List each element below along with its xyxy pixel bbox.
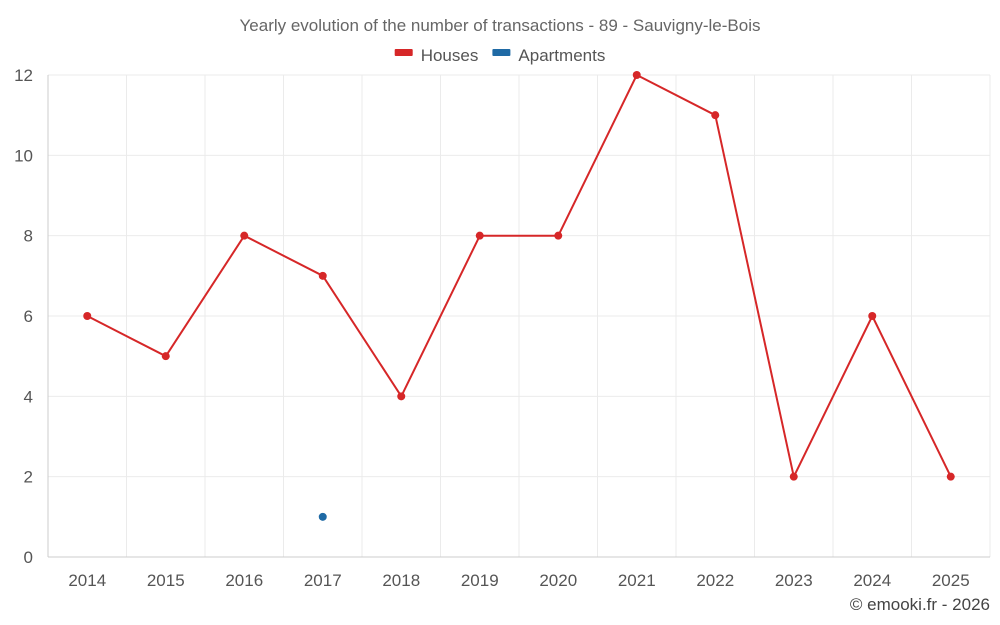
data-point-houses[interactable] <box>240 231 249 240</box>
x-tick-label: 2024 <box>853 571 891 590</box>
x-tick-label: 2017 <box>304 571 342 590</box>
x-tick-label: 2016 <box>225 571 263 590</box>
series-layer <box>83 71 955 521</box>
y-tick-label: 8 <box>24 227 33 246</box>
data-point-houses[interactable] <box>475 231 484 240</box>
legend-swatch <box>394 49 413 56</box>
credit-text: © emooki.fr - 2026 <box>850 595 990 614</box>
y-tick-label: 12 <box>14 66 33 85</box>
grid <box>47 74 991 558</box>
data-point-houses[interactable] <box>318 271 327 280</box>
x-tick-label: 2023 <box>775 571 813 590</box>
x-tick-label: 2021 <box>618 571 656 590</box>
legend: Houses Apartments <box>394 46 605 65</box>
data-point-houses[interactable] <box>789 472 798 481</box>
data-point-houses[interactable] <box>632 71 641 79</box>
x-tick-label: 2014 <box>68 571 106 590</box>
data-point-houses[interactable] <box>83 312 92 320</box>
x-tick-label: 2022 <box>696 571 734 590</box>
legend-item-apartments[interactable]: Apartments <box>492 46 605 65</box>
y-tick-label: 6 <box>24 307 33 326</box>
data-point-houses[interactable] <box>554 231 563 240</box>
x-tick-label: 2019 <box>461 571 499 590</box>
y-axis-ticks: 0 2 4 6 8 10 12 <box>14 66 33 567</box>
data-point-houses[interactable] <box>868 312 877 320</box>
data-point-houses[interactable] <box>711 111 720 120</box>
series-line-houses <box>86 74 952 478</box>
y-tick-label: 0 <box>24 548 33 567</box>
y-tick-label: 10 <box>14 146 33 165</box>
data-point-houses[interactable] <box>946 472 955 481</box>
legend-item-houses[interactable]: Houses <box>394 46 479 65</box>
y-tick-label: 2 <box>24 468 33 487</box>
y-tick-label: 4 <box>24 387 33 406</box>
series-houses <box>83 71 955 481</box>
data-point-houses[interactable] <box>397 392 406 401</box>
data-point-houses[interactable] <box>161 352 170 361</box>
data-point-apartments[interactable] <box>318 512 327 521</box>
x-tick-label: 2025 <box>932 571 970 590</box>
legend-label: Apartments <box>518 46 605 65</box>
x-tick-label: 2015 <box>147 571 185 590</box>
series-apartments <box>318 512 327 521</box>
legend-swatch <box>492 49 511 56</box>
legend-label: Houses <box>421 46 479 65</box>
x-tick-label: 2018 <box>382 571 420 590</box>
x-axis-ticks: 2014 2015 2016 2017 2018 2019 2020 2021 2022 2023… <box>68 571 969 590</box>
x-tick-label: 2020 <box>539 571 577 590</box>
chart-title: Yearly evolution of the number of transa… <box>240 16 761 35</box>
